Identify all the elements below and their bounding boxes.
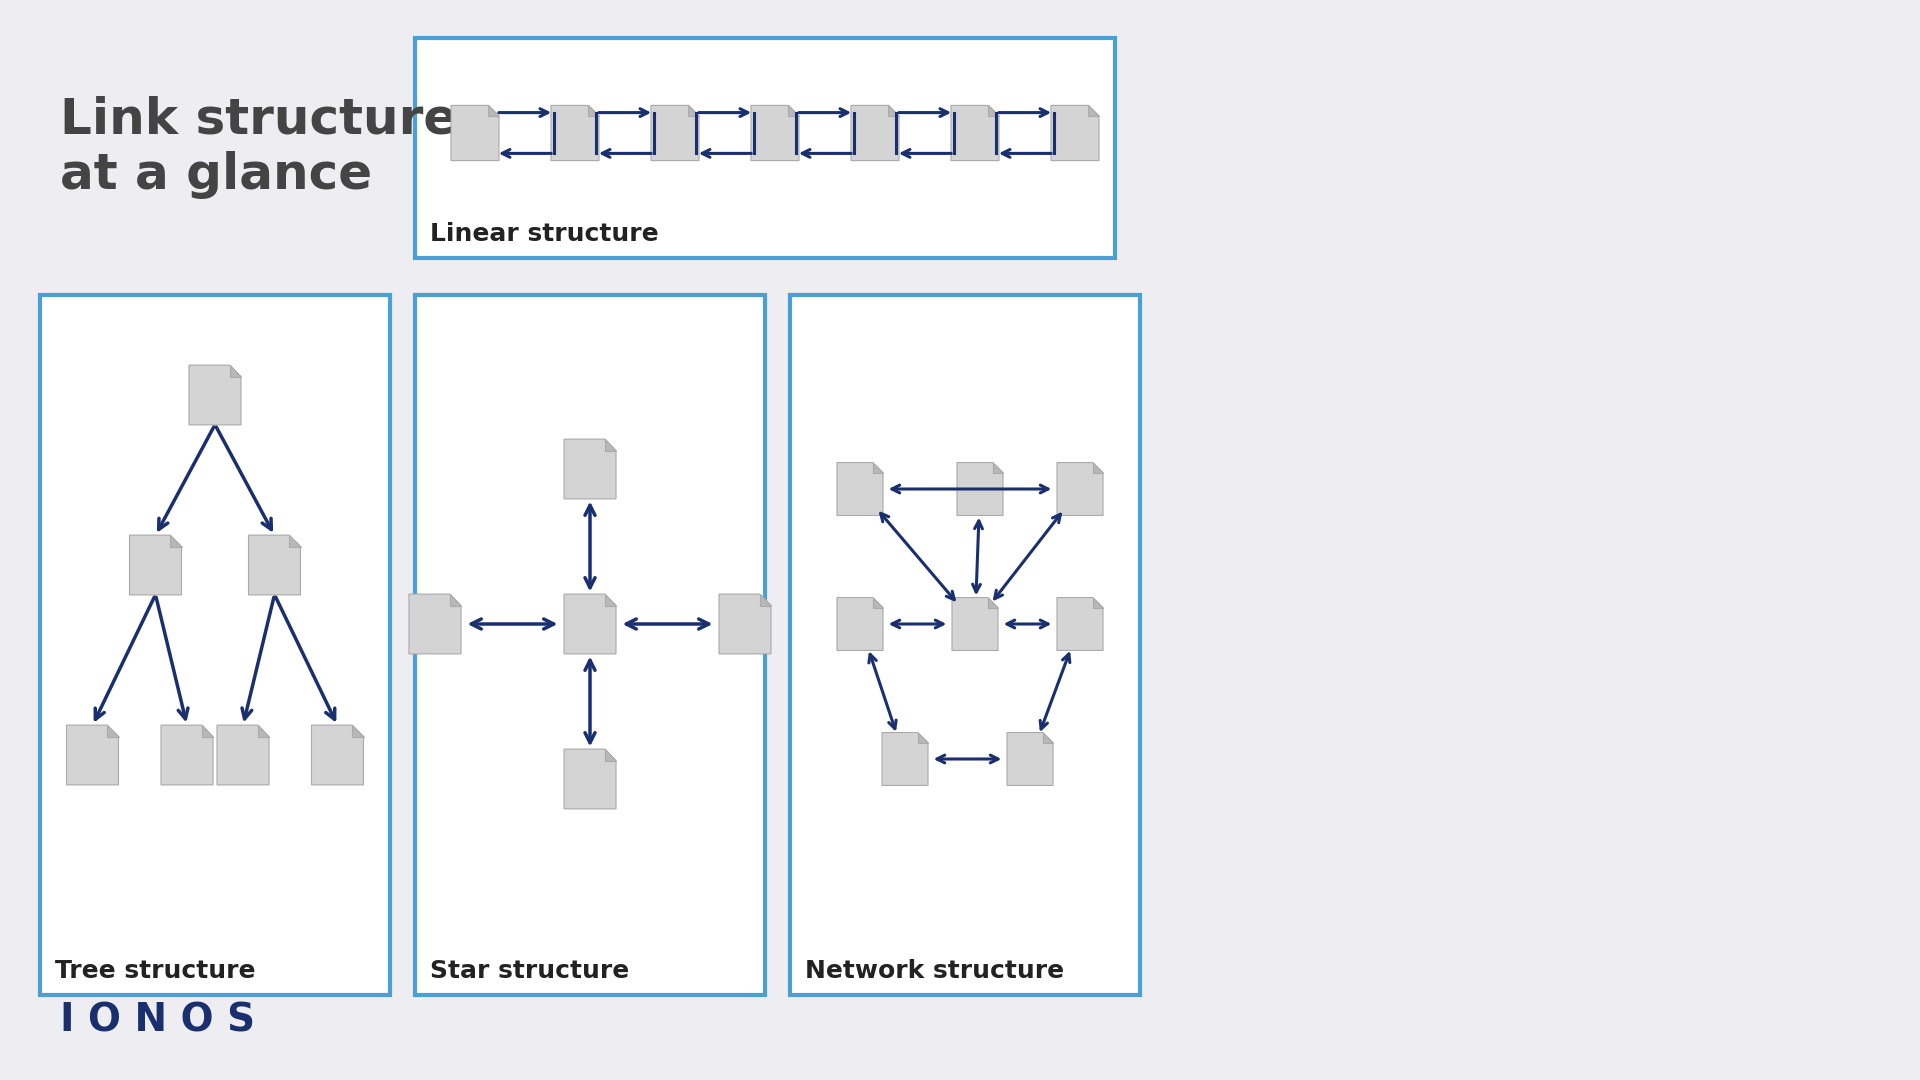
Polygon shape bbox=[1050, 106, 1098, 161]
Polygon shape bbox=[161, 725, 213, 785]
Polygon shape bbox=[718, 594, 772, 653]
Polygon shape bbox=[248, 535, 301, 595]
Polygon shape bbox=[889, 106, 899, 116]
Polygon shape bbox=[918, 732, 927, 743]
Polygon shape bbox=[874, 462, 883, 473]
Polygon shape bbox=[488, 106, 499, 116]
Polygon shape bbox=[956, 462, 1002, 515]
Polygon shape bbox=[751, 106, 799, 161]
Polygon shape bbox=[851, 106, 899, 161]
Text: I O N O S: I O N O S bbox=[60, 1001, 255, 1039]
Polygon shape bbox=[605, 440, 616, 450]
Polygon shape bbox=[1006, 732, 1052, 785]
Polygon shape bbox=[881, 732, 927, 785]
Polygon shape bbox=[564, 440, 616, 499]
Polygon shape bbox=[290, 535, 301, 546]
Polygon shape bbox=[950, 106, 998, 161]
Polygon shape bbox=[760, 594, 772, 606]
Polygon shape bbox=[1058, 597, 1102, 650]
Polygon shape bbox=[551, 106, 599, 161]
Polygon shape bbox=[129, 535, 182, 595]
Polygon shape bbox=[1092, 462, 1102, 473]
Polygon shape bbox=[564, 594, 616, 653]
Polygon shape bbox=[188, 365, 242, 424]
Polygon shape bbox=[837, 462, 883, 515]
Polygon shape bbox=[993, 462, 1002, 473]
Polygon shape bbox=[67, 725, 119, 785]
Polygon shape bbox=[451, 106, 499, 161]
Text: Star structure: Star structure bbox=[430, 959, 630, 983]
Polygon shape bbox=[989, 597, 998, 608]
Polygon shape bbox=[651, 106, 699, 161]
Polygon shape bbox=[108, 725, 119, 737]
Polygon shape bbox=[564, 750, 616, 809]
Polygon shape bbox=[605, 594, 616, 606]
Polygon shape bbox=[789, 106, 799, 116]
Bar bbox=[40, 295, 390, 995]
Polygon shape bbox=[1043, 732, 1052, 743]
Polygon shape bbox=[230, 365, 242, 377]
Polygon shape bbox=[311, 725, 363, 785]
Polygon shape bbox=[217, 725, 269, 785]
Bar bbox=[415, 38, 1116, 258]
Polygon shape bbox=[257, 725, 269, 737]
Polygon shape bbox=[689, 106, 699, 116]
Bar bbox=[415, 295, 764, 995]
Polygon shape bbox=[351, 725, 363, 737]
Polygon shape bbox=[989, 106, 998, 116]
Text: Tree structure: Tree structure bbox=[56, 959, 255, 983]
Polygon shape bbox=[409, 594, 461, 653]
Text: Network structure: Network structure bbox=[804, 959, 1064, 983]
Polygon shape bbox=[1058, 462, 1102, 515]
Polygon shape bbox=[874, 597, 883, 608]
Text: Linear structure: Linear structure bbox=[430, 222, 659, 246]
Polygon shape bbox=[588, 106, 599, 116]
Polygon shape bbox=[837, 597, 883, 650]
Polygon shape bbox=[605, 750, 616, 760]
Polygon shape bbox=[952, 597, 998, 650]
Polygon shape bbox=[1089, 106, 1098, 116]
Text: Link structures
at a glance: Link structures at a glance bbox=[60, 95, 488, 199]
Polygon shape bbox=[449, 594, 461, 606]
Polygon shape bbox=[1092, 597, 1102, 608]
Polygon shape bbox=[171, 535, 182, 546]
Bar bbox=[789, 295, 1140, 995]
Polygon shape bbox=[202, 725, 213, 737]
